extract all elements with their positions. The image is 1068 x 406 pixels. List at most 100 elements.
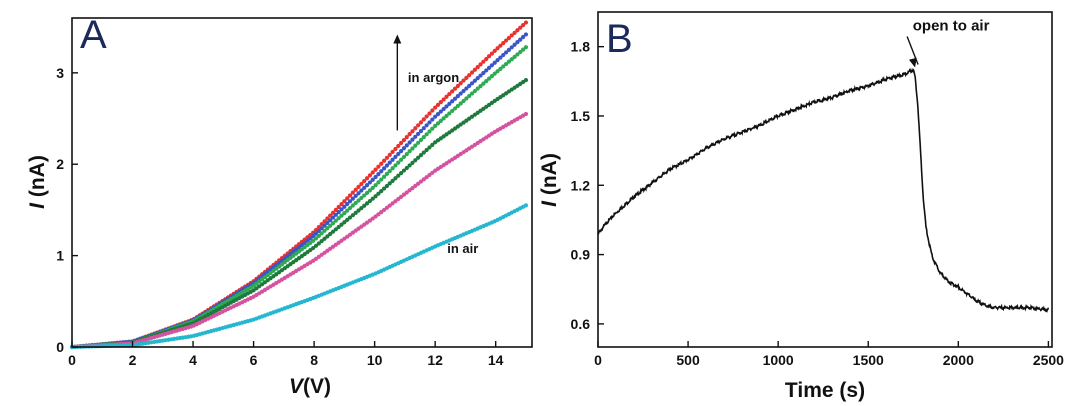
panel-a-series-1-point	[421, 117, 426, 122]
panel-a-series-2-point	[416, 131, 421, 137]
panel-a-series-4-point	[356, 208, 361, 213]
panel-b-x-tick-label: 500	[676, 352, 700, 368]
panel-a-series-4-point	[396, 173, 401, 178]
panel-a-series-4-point	[339, 222, 344, 227]
panel-a-series-1-point	[447, 91, 452, 97]
panel-a-series-5-point	[384, 205, 390, 210]
panel-a-series-4-point	[367, 198, 372, 204]
panel-b-y-tick-label: 1.5	[571, 108, 591, 124]
panel-a-series-2-point	[523, 32, 529, 37]
panel-a-series-1-point	[472, 67, 477, 72]
panel-a-series-3-point	[396, 160, 401, 165]
panel-a-series-3-point	[435, 121, 441, 126]
panel-a-series-1-point	[489, 51, 494, 56]
panel-a-series-2-point	[339, 207, 344, 212]
panel-b-y-tick-label: 1.8	[571, 39, 591, 55]
panel-a-series-4-point	[390, 178, 395, 183]
panel-a-series-2-point	[515, 40, 520, 45]
panel-a-series-1-point	[404, 135, 409, 140]
panel-a-series-2-point	[342, 204, 347, 209]
panel-a-y-tick-label: 2	[56, 156, 64, 172]
panel-a-series-3-point	[469, 91, 475, 96]
panel-a-x-tick-label: 12	[427, 352, 443, 368]
panel-a-series-2-point	[373, 174, 378, 180]
panel-a-data	[69, 20, 529, 350]
panel-a-series-1-point	[390, 149, 395, 154]
panel-a-series-3-point	[484, 79, 489, 84]
panel-a-series-4-point	[345, 217, 350, 222]
panel-a-series-2-point	[410, 137, 415, 142]
panel-a-series-4-point	[319, 239, 324, 244]
panel-a-series-1-point	[498, 43, 503, 48]
panel-a-series-2-point	[484, 68, 489, 73]
panel-a-series-3-point	[376, 180, 381, 185]
panel-a-series-4-point	[359, 206, 364, 211]
panel-a-series-1-point	[521, 23, 526, 28]
panel-a-series-5-point	[381, 207, 387, 213]
panel-a-series-4-point	[322, 236, 327, 241]
panel-a-series-1-point	[523, 20, 529, 25]
panel-a-series-2-point	[433, 114, 438, 119]
panel-a-series-3-point	[271, 268, 276, 273]
panel-a-series-3-point	[452, 106, 458, 111]
panel-a-series-3-point	[441, 116, 446, 121]
panel-a-series-4-point	[401, 168, 407, 173]
panel-b-y-axis-label: I (nA)	[538, 153, 561, 207]
panel-a-series-3-point	[328, 223, 333, 228]
panel-a-y-tick-label: 0	[56, 339, 64, 355]
panel-a-series-4-point	[376, 191, 381, 196]
panel-a-series-2-point	[308, 236, 313, 241]
panel-a-series-2-point	[427, 120, 432, 125]
panel-a-series-4-point	[416, 155, 421, 160]
panel-a-series-2-point	[421, 126, 426, 131]
panel-a-series-2-point	[438, 109, 443, 114]
panel-a-series-3-point	[325, 226, 330, 231]
panel-a-series-1-point	[376, 164, 381, 169]
panel-a-series-4	[69, 78, 529, 350]
panel-a-series-4-point	[421, 150, 426, 155]
panel-a-series-2-point	[322, 223, 327, 228]
panel-a-series-5-point	[424, 175, 429, 180]
panel-a-series-1-point	[416, 123, 421, 128]
panel-a-series-2-point	[316, 228, 321, 234]
panel-a-series-2-point	[370, 177, 375, 182]
panel-a-series-4-point	[316, 241, 321, 246]
panel-a-series-3-point	[299, 247, 304, 252]
panel-a-series-5-point	[523, 111, 529, 117]
panel-a-series-4-point	[384, 183, 390, 189]
panel-a-series-1-point	[407, 132, 412, 137]
panel-a-series-1-point	[455, 83, 460, 89]
panel-a-series-3-point	[444, 113, 449, 118]
panel-a-series-2-point	[345, 201, 350, 207]
panel-a-series-3-point	[506, 59, 512, 64]
panel-a-series-5-point	[376, 212, 381, 217]
panel-a-series-1-point	[444, 94, 449, 99]
panel-a-series-3-point	[472, 88, 477, 94]
panel-a-series-5-point	[373, 214, 378, 219]
panel-a-series-5-point	[430, 170, 435, 175]
panel-a-series-3-point	[404, 152, 409, 157]
panel-a-series-2-point	[509, 45, 514, 50]
panel-a-series-2-point	[441, 106, 446, 112]
panel-a-letter: A	[80, 13, 107, 57]
panel-a-series-4-point	[350, 213, 355, 218]
panel-a-series-2-point	[464, 86, 469, 91]
panel-a-series-4-point	[342, 220, 347, 225]
panel-a-series-1-point	[518, 25, 523, 30]
panel-a-series-1-point	[396, 143, 401, 149]
open-to-air-label: open to air	[913, 17, 990, 34]
panel-a-series-3-point	[498, 66, 503, 71]
panel-a-series-1-point	[469, 70, 475, 75]
panel-a-series-2-point	[469, 81, 475, 86]
panel-a-series-2-point	[393, 154, 398, 159]
panel-b-chart: B 0 500 1000 1500 2000 2500 0.6 0.9 1.2 1.5 1.8 op…	[538, 11, 1064, 402]
panel-b-y-tick-label: 1.2	[571, 177, 591, 193]
panel-a-series-2-point	[450, 99, 455, 104]
panel-a-series-2-point	[521, 34, 526, 40]
panel-a-series-3-point	[319, 231, 324, 236]
panel-a-series-3-point	[492, 71, 497, 76]
panel-a-series-4-point	[424, 147, 429, 153]
